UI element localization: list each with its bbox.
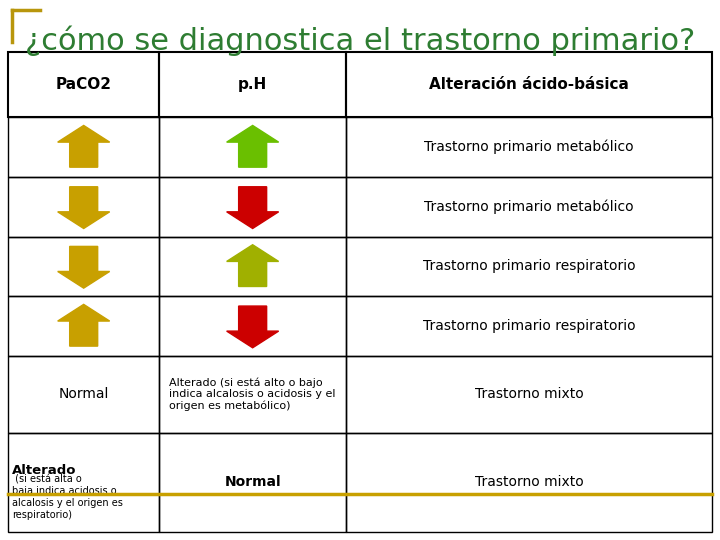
Bar	[159, 356, 346, 433]
Polygon shape	[58, 125, 109, 167]
Polygon shape	[227, 306, 279, 348]
Polygon shape	[227, 125, 279, 167]
Bar	[8, 237, 159, 296]
Bar	[346, 237, 712, 296]
Text: (si está alta o
baja indica acidosis o
alcalosis y el origen es
respiratorio): (si está alta o baja indica acidosis o a…	[12, 475, 123, 519]
Text: Alteración ácido-básica: Alteración ácido-básica	[429, 77, 629, 92]
Bar	[8, 356, 159, 433]
Bar	[159, 117, 346, 177]
Text: Normal: Normal	[225, 475, 281, 489]
Polygon shape	[58, 305, 109, 346]
Text: PaCO2: PaCO2	[55, 77, 112, 92]
Text: Alterado: Alterado	[12, 464, 76, 477]
Polygon shape	[227, 245, 279, 287]
Bar	[159, 177, 346, 237]
Text: p.H: p.H	[238, 77, 267, 92]
Bar	[8, 177, 159, 237]
Bar	[346, 356, 712, 433]
Text: Trastorno primario respiratorio: Trastorno primario respiratorio	[423, 319, 635, 333]
Bar	[8, 296, 159, 356]
Bar	[159, 237, 346, 296]
Text: Trastorno primario metabólico: Trastorno primario metabólico	[424, 200, 634, 214]
Bar	[8, 433, 159, 532]
Text: Trastorno mixto: Trastorno mixto	[474, 387, 583, 401]
Bar	[346, 433, 712, 532]
Text: ¿cómo se diagnostica el trastorno primario?: ¿cómo se diagnostica el trastorno primar…	[25, 25, 695, 56]
Polygon shape	[58, 187, 109, 228]
Text: Trastorno primario respiratorio: Trastorno primario respiratorio	[423, 259, 635, 273]
Bar	[8, 117, 159, 177]
Bar	[159, 433, 346, 532]
Polygon shape	[227, 187, 279, 228]
Bar	[346, 177, 712, 237]
Bar	[346, 117, 712, 177]
Bar	[159, 296, 346, 356]
Text: Alterado (si está alto o bajo
indica alcalosis o acidosis y el
origen es metaból: Alterado (si está alto o bajo indica alc…	[169, 377, 336, 411]
Text: Trastorno mixto: Trastorno mixto	[474, 475, 583, 489]
Bar	[346, 52, 712, 117]
Polygon shape	[58, 246, 109, 288]
Bar	[8, 52, 159, 117]
Text: Normal: Normal	[58, 387, 109, 401]
Bar	[159, 52, 346, 117]
Bar	[346, 296, 712, 356]
Text: Trastorno primario metabólico: Trastorno primario metabólico	[424, 140, 634, 154]
